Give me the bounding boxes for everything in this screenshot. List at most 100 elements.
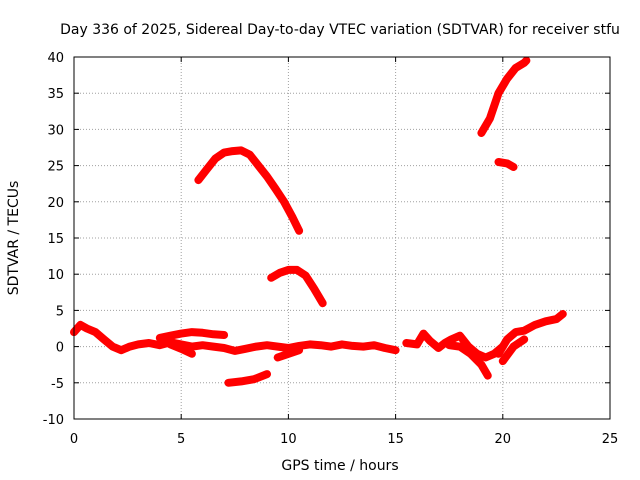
data-point [295, 227, 303, 235]
data-point [246, 151, 254, 159]
data-point [289, 214, 297, 222]
y-tick-label: 0 [56, 341, 64, 356]
data-point [194, 176, 202, 184]
grid-layer [74, 57, 610, 419]
data-point [293, 266, 301, 274]
data-point [237, 377, 245, 385]
data-point [188, 328, 196, 336]
data-point [274, 343, 282, 351]
y-tick-label: 5 [56, 304, 64, 319]
series-line-arc-5 [224, 370, 271, 387]
data-point [276, 269, 284, 277]
y-tick-label: -10 [43, 413, 64, 428]
data-point [274, 353, 282, 361]
tick-layer: 0 5 10 15 20 25 -10 -5 0 5 10 15 20 25 30 35 40 [43, 51, 619, 447]
data-point [203, 165, 211, 173]
x-tick-label: 15 [387, 432, 404, 447]
x-tick-label: 20 [495, 432, 512, 447]
data-point [359, 343, 367, 351]
data-point [327, 343, 335, 351]
series-line-arc-12 [477, 56, 531, 137]
data-point [338, 340, 346, 348]
data-point [267, 274, 275, 282]
data-point [242, 345, 250, 353]
x-axis-label: GPS time / hours [281, 458, 398, 474]
x-tick-label: 0 [70, 432, 78, 447]
data-point [419, 330, 427, 338]
y-tick-label: 20 [47, 196, 64, 211]
data-point [495, 89, 503, 97]
data-point [306, 340, 314, 348]
data-point [76, 321, 84, 329]
data-point [447, 335, 455, 343]
data-point [503, 335, 511, 343]
data-point [209, 343, 217, 351]
data-point [252, 343, 260, 351]
data-point [134, 340, 142, 348]
data-point [486, 115, 494, 123]
data-point [263, 172, 271, 180]
chart-title: Day 336 of 2025, Sidereal Day-to-day VTE… [60, 22, 620, 38]
data-point [220, 149, 228, 157]
data-point [319, 299, 327, 307]
data-point [156, 334, 164, 342]
data-point [177, 345, 185, 353]
data-point [109, 343, 117, 351]
data-point [456, 343, 464, 351]
data-point [434, 344, 442, 352]
data-point [370, 341, 378, 349]
data-point [229, 147, 237, 155]
data-point [126, 343, 134, 351]
data-point [224, 379, 232, 387]
data-point [495, 158, 503, 166]
y-tick-label: 25 [47, 160, 64, 175]
y-tick-label: 10 [47, 268, 64, 283]
data-point [156, 341, 164, 349]
series-line-arc-9 [445, 341, 492, 380]
y-tick-label: 35 [47, 87, 64, 102]
data-point [263, 341, 271, 349]
data-point [413, 340, 421, 348]
data-point [250, 375, 258, 383]
y-tick-label: 15 [47, 232, 64, 247]
data-point [302, 272, 310, 280]
data-point [477, 129, 485, 137]
data-point [284, 350, 292, 358]
data-point [520, 327, 528, 335]
data-point [272, 185, 280, 193]
data-point [254, 162, 262, 170]
data-point [426, 337, 434, 345]
data-point [177, 330, 185, 338]
x-tick-label: 10 [280, 432, 297, 447]
data-point [503, 159, 511, 167]
data-point [495, 350, 503, 358]
data-point [482, 353, 490, 361]
data-point [237, 146, 245, 154]
data-point [310, 285, 318, 293]
y-tick-label: 30 [47, 123, 64, 138]
x-tick-label: 25 [602, 432, 619, 447]
data-point [317, 341, 325, 349]
y-axis-label: SDTVAR / TECUs [6, 181, 22, 296]
series-layer [70, 56, 567, 387]
data-point [220, 331, 228, 339]
y-tick-label: -5 [51, 377, 64, 392]
data-point [284, 266, 292, 274]
data-point [402, 339, 410, 347]
data-point [512, 64, 520, 72]
x-tick-label: 5 [177, 432, 185, 447]
data-point [484, 372, 492, 380]
series-line-arc-4 [194, 146, 304, 235]
data-point [280, 198, 288, 206]
data-point [145, 339, 153, 347]
data-point [83, 325, 91, 332]
data-point [392, 346, 400, 354]
data-point [456, 332, 464, 340]
data-point [188, 350, 196, 358]
data-point [467, 350, 475, 358]
data-point [295, 346, 303, 354]
data-point [199, 341, 207, 349]
data-point [552, 315, 560, 323]
data-point [212, 154, 220, 162]
data-point [531, 321, 539, 329]
